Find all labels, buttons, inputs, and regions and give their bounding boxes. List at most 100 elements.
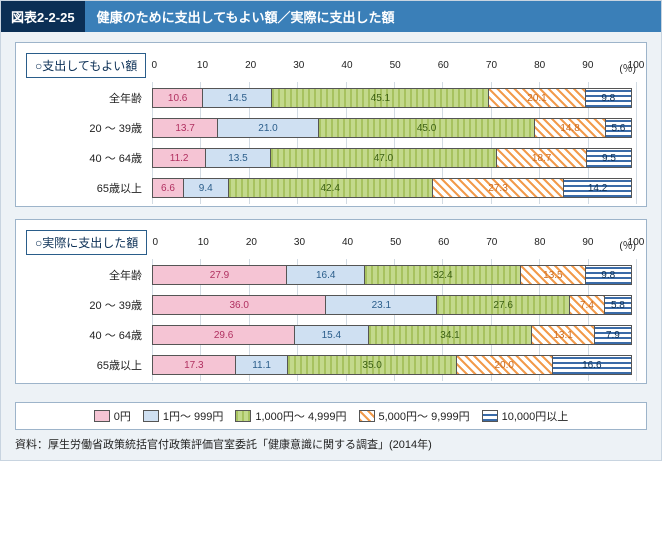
segment-value: 13.1	[553, 330, 572, 341]
segment-value: 11.2	[170, 153, 189, 164]
row-label: 40 ～ 64歳	[26, 327, 152, 343]
chart-panel: ○支出してもよい額0102030405060708090100(％)全年齢10.…	[15, 42, 647, 207]
segment-value: 5.6	[611, 123, 625, 134]
bar-segment-blue: 11.1	[235, 355, 289, 375]
segment-value: 27.6	[493, 300, 512, 311]
segment-value: 9.4	[199, 183, 213, 194]
figure-number: 図表2-2-25	[1, 1, 85, 32]
axis-tick: 40	[342, 237, 353, 248]
figure-container: 図表2-2-25 健康のために支出してもよい額／実際に支出した額 ○支出してもよ…	[0, 0, 662, 461]
axis-tick: 90	[582, 60, 593, 71]
segment-value: 21.0	[258, 123, 277, 134]
segment-value: 27.9	[210, 270, 229, 281]
axis-tick: 80	[534, 60, 545, 71]
bar-segment-orange: 18.7	[496, 148, 587, 168]
bar-segment-pink: 11.2	[152, 148, 206, 168]
bar-segment-navy: 5.8	[604, 295, 632, 315]
chart-panel: ○実際に支出した額0102030405060708090100(％)全年齢27.…	[15, 219, 647, 384]
axis-tick: 40	[341, 60, 352, 71]
segment-value: 23.1	[372, 300, 391, 311]
axis-tick: 30	[293, 60, 304, 71]
bar-segment-blue: 23.1	[325, 295, 437, 315]
charts-area: ○支出してもよい額0102030405060708090100(％)全年齢10.…	[1, 32, 661, 402]
bar-segment-orange: 13.1	[531, 325, 594, 345]
segment-value: 13.7	[175, 123, 194, 134]
bar-row: 全年齢27.916.432.413.59.8	[26, 265, 636, 285]
segment-value: 42.4	[320, 183, 339, 194]
segment-value: 18.7	[532, 153, 551, 164]
legend-label: 0円	[114, 408, 131, 424]
axis-tick: 80	[534, 237, 545, 248]
bar-wrap: 11.213.547.018.79.5	[152, 148, 636, 168]
legend-item-pink: 0円	[94, 408, 131, 424]
bar-segment-navy: 7.9	[594, 325, 632, 345]
legend-swatch	[359, 410, 375, 422]
bar-segment-green: 27.6	[436, 295, 570, 315]
segment-value: 17.3	[184, 360, 203, 371]
axis-tick: 0	[152, 60, 158, 71]
bar-row: 20 ～ 39歳36.0 23.1 27.6 7.4 5.8	[26, 295, 636, 315]
axis-unit: (％)	[619, 237, 636, 252]
bar-row: 40 ～ 64歳11.213.547.018.79.5	[26, 148, 636, 168]
segment-value: 35.0	[362, 360, 381, 371]
bar-segment-orange: 7.4	[569, 295, 605, 315]
bar-wrap: 17.311.135.020.016.6	[152, 355, 636, 375]
bar-wrap: 6.6 9.4 42.4 27.3 14.2	[152, 178, 636, 198]
bar-segment-green: 34.1	[368, 325, 533, 345]
legend-item-blue: 1円～ 999円	[143, 408, 224, 424]
bar-segment-navy: 9.8	[585, 88, 632, 108]
bar-segment-orange: 14.8	[534, 118, 606, 138]
segment-value: 9.8	[601, 270, 615, 281]
legend-label: 10,000円以上	[502, 408, 569, 424]
row-label: 20 ～ 39歳	[26, 297, 152, 313]
panel-title: ○実際に支出した額	[26, 230, 147, 255]
axis-tick: 20	[245, 60, 256, 71]
segment-value: 20.1	[527, 93, 546, 104]
segment-value: 27.3	[488, 183, 507, 194]
axis-tick: 70	[486, 237, 497, 248]
row-label: 65歳以上	[26, 180, 152, 196]
segment-value: 14.2	[588, 183, 607, 194]
segment-value: 29.6	[214, 330, 233, 341]
panel-title: ○支出してもよい額	[26, 53, 146, 78]
bar-segment-green: 47.0	[270, 148, 498, 168]
bar-segment-navy: 9.8	[585, 265, 632, 285]
segment-value: 45.1	[371, 93, 390, 104]
segment-value: 16.4	[316, 270, 335, 281]
bar-segment-green: 45.0	[318, 118, 536, 138]
segment-value: 9.5	[602, 153, 616, 164]
stacked-bar: 27.916.432.413.59.8	[152, 265, 636, 285]
segment-value: 47.0	[374, 153, 393, 164]
segment-value: 6.6	[161, 183, 175, 194]
bar-wrap: 36.0 23.1 27.6 7.4 5.8	[152, 295, 636, 315]
segment-value: 7.9	[606, 330, 620, 341]
segment-value: 7.4	[580, 300, 594, 311]
bar-segment-orange: 13.5	[520, 265, 585, 285]
axis-tick: 70	[486, 60, 497, 71]
bar-segment-pink: 13.7	[152, 118, 218, 138]
title-bar: 図表2-2-25 健康のために支出してもよい額／実際に支出した額	[1, 1, 661, 32]
bar-segment-green: 45.1	[271, 88, 489, 108]
bar-segment-blue: 15.4	[294, 325, 368, 345]
segment-value: 45.0	[417, 123, 436, 134]
bar-segment-pink: 27.9	[152, 265, 287, 285]
legend: 0円1円～ 999円1,000円～ 4,999円5,000円～ 9,999円10…	[15, 402, 647, 430]
bar-segment-orange: 27.3	[432, 178, 564, 198]
bar-segment-pink: 36.0	[152, 295, 326, 315]
bar-wrap: 27.916.432.413.59.8	[152, 265, 636, 285]
segment-value: 5.8	[611, 300, 625, 311]
bar-row: 20 ～ 39歳 13.7 21.0 45.0 14.8 5.6	[26, 118, 636, 138]
stacked-bar: 6.6 9.4 42.4 27.3 14.2	[152, 178, 636, 198]
segment-value: 15.4	[322, 330, 341, 341]
bar-segment-pink: 6.6	[152, 178, 184, 198]
axis-tick: 10	[197, 60, 208, 71]
segment-value: 16.6	[582, 360, 601, 371]
row-label: 20 ～ 39歳	[26, 120, 152, 136]
x-axis: 0102030405060708090100(％)	[154, 60, 636, 78]
segment-value: 13.5	[543, 270, 562, 281]
axis-tick: 90	[582, 237, 593, 248]
legend-item-green: 1,000円～ 4,999円	[235, 408, 346, 424]
axis-tick: 20	[246, 237, 257, 248]
legend-label: 1円～ 999円	[163, 408, 224, 424]
bar-segment-blue: 14.5	[202, 88, 272, 108]
